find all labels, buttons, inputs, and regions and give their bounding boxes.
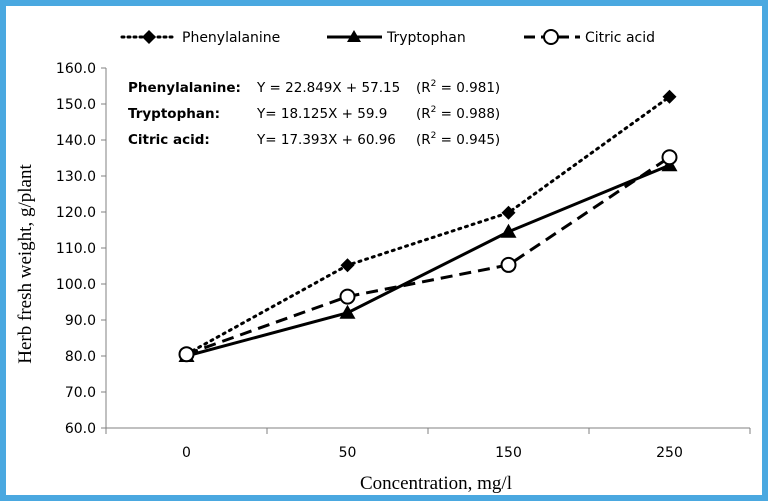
equation-name-phenylalanine: Phenylalanine: bbox=[128, 80, 241, 96]
data-point-phenylalanine bbox=[662, 89, 677, 104]
legend-label-citric-acid: Citric acid bbox=[585, 30, 655, 46]
legend: Phenylalanine Tryptophan Citric acid bbox=[120, 29, 655, 46]
series-line-phenylalanine bbox=[185, 95, 671, 356]
equation-formula-citric-acid: Y= 17.393X + 60.96 bbox=[256, 132, 396, 148]
data-point-citric-acid bbox=[339, 288, 356, 305]
equation-r2-phenylalanine: (R2 = 0.981) bbox=[416, 79, 500, 96]
equation-name-citric-acid: Citric acid: bbox=[128, 132, 210, 148]
y-tick-label: 110.0 bbox=[56, 241, 96, 257]
y-axis-label: Herb fresh weight, g/plant bbox=[15, 164, 36, 364]
data-point-phenylalanine bbox=[501, 205, 516, 220]
data-point-citric-acid bbox=[178, 346, 195, 363]
y-tick-label: 80.0 bbox=[65, 349, 96, 365]
legend-item-phenylalanine: Phenylalanine bbox=[120, 30, 280, 46]
x-tick-label: 250 bbox=[656, 445, 683, 461]
data-point-phenylalanine bbox=[340, 258, 355, 273]
legend-item-citric-acid: Citric acid bbox=[524, 29, 655, 46]
equation-name-tryptophan: Tryptophan: bbox=[128, 106, 220, 122]
data-point-tryptophan bbox=[500, 223, 517, 238]
legend-item-tryptophan: Tryptophan bbox=[327, 30, 466, 46]
y-tick-label: 60.0 bbox=[65, 421, 96, 437]
y-ticks: 60.0 70.0 80.0 90.0 100.0 110.0 120.0 130.0 140.… bbox=[56, 61, 106, 437]
equation-r2-tryptophan: (R2 = 0.988) bbox=[416, 105, 500, 122]
series-line-citric-acid bbox=[185, 156, 671, 356]
y-tick-label: 150.0 bbox=[56, 97, 96, 113]
legend-marker-diamond bbox=[142, 30, 156, 44]
equation-formula-phenylalanine: Y = 22.849X + 57.15 bbox=[256, 80, 400, 96]
y-tick-label: 100.0 bbox=[56, 277, 96, 293]
y-tick-label: 140.0 bbox=[56, 133, 96, 149]
data-point-tryptophan bbox=[339, 304, 356, 319]
y-tick-label: 70.0 bbox=[65, 385, 96, 401]
y-tick-label: 120.0 bbox=[56, 205, 96, 221]
legend-marker-open-circle bbox=[543, 29, 559, 45]
x-tick-label: 0 bbox=[182, 445, 191, 461]
equation-block: Phenylalanine: Y = 22.849X + 57.15 (R2 =… bbox=[128, 79, 500, 148]
x-axis-label: Concentration, mg/l bbox=[360, 473, 512, 494]
equation-formula-tryptophan: Y= 18.125X + 59.9 bbox=[256, 106, 387, 122]
y-tick-label: 90.0 bbox=[65, 313, 96, 329]
series-line-tryptophan bbox=[186, 163, 671, 358]
series-layer bbox=[178, 89, 678, 363]
data-point-citric-acid bbox=[500, 256, 517, 273]
y-tick-label: 130.0 bbox=[56, 169, 96, 185]
equation-r2-citric-acid: (R2 = 0.945) bbox=[416, 131, 500, 148]
x-tick-label: 150 bbox=[495, 445, 522, 461]
data-point-citric-acid bbox=[661, 149, 678, 166]
legend-marker-triangle bbox=[347, 30, 361, 42]
legend-label-tryptophan: Tryptophan bbox=[386, 30, 466, 46]
x-tick-label: 50 bbox=[339, 445, 357, 461]
x-ticks: 0 50 150 250 bbox=[105, 428, 751, 461]
y-tick-label: 160.0 bbox=[56, 61, 96, 77]
legend-label-phenylalanine: Phenylalanine bbox=[182, 30, 280, 46]
